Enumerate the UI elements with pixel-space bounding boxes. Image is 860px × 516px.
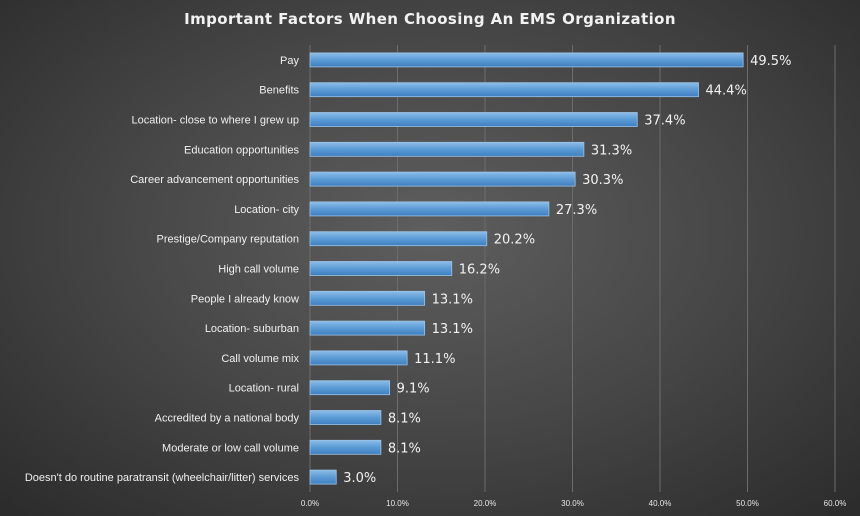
category-label: Location- rural (229, 383, 299, 395)
bar (309, 201, 550, 217)
data-label: 16.2% (459, 263, 500, 278)
bar (309, 320, 426, 336)
bar (309, 82, 699, 98)
category-label: Pay (280, 55, 299, 67)
chart-title: Important Factors When Choosing An EMS O… (184, 10, 676, 28)
bar (309, 261, 453, 276)
data-label: 31.3% (591, 143, 632, 158)
data-label: 30.3% (582, 173, 623, 188)
bar (309, 439, 382, 455)
x-tick-label: 0.0% (301, 499, 319, 508)
category-label: Education opportunities (184, 144, 299, 156)
data-label: 13.1% (432, 292, 473, 307)
data-label: 20.2% (494, 233, 535, 248)
x-tick-label: 10.0% (386, 499, 409, 508)
data-label: 13.1% (432, 322, 473, 337)
data-label: 3.0% (343, 471, 376, 486)
bar (309, 380, 391, 396)
bar (309, 52, 744, 68)
category-label: Benefits (259, 85, 299, 97)
bar (309, 171, 576, 187)
x-tick-label: 40.0% (649, 499, 672, 508)
category-label: Accredited by a national body (155, 413, 300, 425)
data-label: 27.3% (556, 203, 597, 218)
bar (309, 231, 488, 247)
data-label: 11.1% (414, 352, 455, 367)
category-label: Call volume mix (221, 353, 299, 365)
category-label: Career advancement opportunities (130, 174, 299, 186)
bar (309, 410, 382, 425)
bar (309, 350, 408, 366)
x-tick-label: 60.0% (824, 499, 847, 508)
category-label: Location- suburban (205, 323, 299, 335)
bar (309, 469, 337, 485)
category-label: Location- close to where I grew up (131, 115, 299, 127)
bar (309, 141, 585, 157)
bar (309, 112, 638, 127)
category-label: Doesn't do routine paratransit (wheelcha… (25, 472, 300, 484)
data-label: 9.1% (397, 382, 430, 397)
category-label: Prestige/Company reputation (157, 234, 299, 246)
category-label: High call volume (218, 264, 299, 276)
x-tick-label: 30.0% (561, 499, 584, 508)
x-tick-label: 50.0% (736, 499, 759, 508)
data-label: 8.1% (388, 441, 421, 456)
data-label: 37.4% (644, 114, 685, 129)
x-tick-label: 20.0% (474, 499, 497, 508)
bar (309, 290, 426, 306)
category-label: Moderate or low call volume (162, 442, 299, 454)
category-label: People I already know (191, 293, 299, 305)
data-label: 44.4% (706, 84, 747, 99)
data-label: 8.1% (388, 412, 421, 427)
category-label: Location- city (234, 204, 299, 216)
data-label: 49.5% (750, 54, 791, 69)
